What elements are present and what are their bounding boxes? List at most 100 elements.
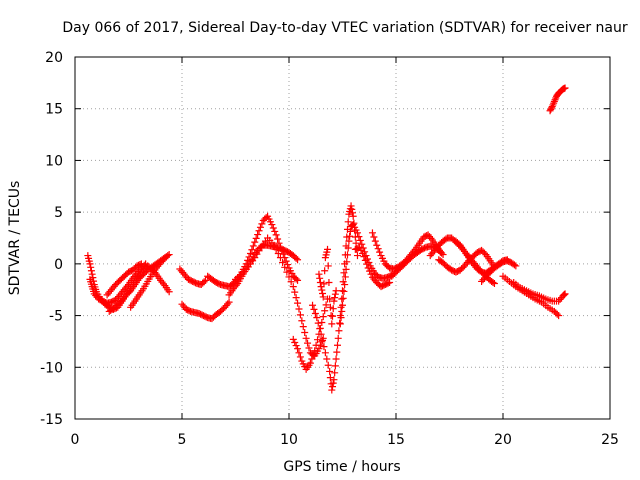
- data-point: [276, 254, 284, 262]
- data-point: [331, 290, 339, 298]
- data-point: [321, 349, 329, 357]
- series-sat-e: [127, 255, 169, 311]
- data-point: [560, 291, 568, 299]
- data-point: [316, 325, 324, 333]
- data-point: [348, 205, 356, 213]
- data-point: [292, 294, 300, 302]
- data-point: [551, 96, 559, 104]
- data-point: [87, 267, 95, 275]
- data-point: [320, 280, 328, 288]
- data-point: [344, 218, 352, 226]
- data-point: [335, 327, 343, 335]
- y-tick-label: 15: [45, 102, 63, 118]
- data-point: [353, 252, 361, 260]
- data-point: [346, 232, 354, 240]
- y-tick-label: 5: [54, 205, 63, 221]
- data-point: [370, 233, 378, 241]
- data-point: [332, 287, 340, 295]
- x-tick-label: 0: [71, 432, 80, 448]
- data-point: [363, 260, 371, 268]
- data-point: [270, 241, 278, 249]
- data-point: [252, 234, 260, 242]
- data-point: [330, 376, 338, 384]
- data-point: [560, 291, 568, 299]
- data-point: [553, 310, 561, 318]
- data-point: [330, 297, 338, 305]
- chart-title: Day 066 of 2017, Sidereal Day-to-day VTE…: [62, 20, 628, 36]
- data-point: [358, 250, 366, 258]
- x-axis-label: GPS time / hours: [283, 459, 400, 475]
- data-point: [289, 335, 297, 343]
- data-point: [489, 278, 497, 286]
- data-point: [295, 305, 303, 313]
- data-point: [294, 276, 302, 284]
- data-point: [373, 241, 381, 249]
- data-point: [332, 355, 340, 363]
- data-point: [339, 294, 347, 302]
- data-point: [314, 319, 322, 327]
- data-point: [304, 339, 312, 347]
- series-sat-j: [232, 234, 327, 360]
- data-point: [309, 301, 317, 309]
- data-point: [325, 278, 333, 286]
- data-point: [334, 334, 342, 342]
- data-point: [374, 245, 382, 253]
- y-axis-label: SDTVAR / TECUs: [7, 181, 23, 296]
- data-point: [315, 270, 323, 278]
- data-point: [287, 278, 295, 286]
- data-point: [272, 245, 280, 253]
- data-point: [319, 293, 327, 301]
- data-point: [291, 338, 299, 346]
- data-point: [251, 238, 259, 246]
- data-point: [256, 223, 264, 231]
- data-point: [361, 256, 369, 264]
- y-tick-label: -15: [40, 412, 63, 428]
- data-point: [376, 248, 384, 256]
- data-point: [274, 235, 282, 243]
- data-point: [292, 254, 300, 262]
- series-sat-o: [351, 243, 394, 291]
- data-point: [298, 317, 306, 325]
- data-point: [282, 257, 290, 265]
- series-sat-f: [176, 265, 210, 289]
- data-point: [291, 288, 299, 296]
- grid-lines: [75, 57, 610, 419]
- data-point: [121, 293, 129, 301]
- data-point: [333, 348, 341, 356]
- data-point: [364, 264, 372, 272]
- data-point: [490, 280, 498, 288]
- data-point: [324, 361, 332, 369]
- data-point: [136, 261, 144, 269]
- y-tick-label: -5: [49, 309, 63, 325]
- y-tick-label: 10: [45, 153, 63, 169]
- data-point: [165, 251, 173, 259]
- data-point: [368, 229, 376, 237]
- data-point: [88, 270, 96, 278]
- data-point: [561, 84, 569, 92]
- data-point: [312, 341, 320, 349]
- data-point: [318, 338, 326, 346]
- data-point: [317, 330, 325, 338]
- data-point: [355, 233, 363, 241]
- data-point: [371, 237, 379, 245]
- data-point: [161, 255, 169, 263]
- data-point: [386, 278, 394, 286]
- data-point: [548, 103, 556, 111]
- data-point: [319, 290, 327, 298]
- data-point: [357, 246, 365, 254]
- data-point: [352, 239, 360, 247]
- data-point: [338, 307, 346, 315]
- data-point: [321, 267, 329, 275]
- series-sat-c: [103, 260, 145, 299]
- data-point: [292, 275, 300, 283]
- data-point: [327, 312, 335, 320]
- data-point: [249, 242, 257, 250]
- data-point: [165, 288, 173, 296]
- data-point: [326, 367, 334, 375]
- data-point: [301, 328, 309, 336]
- data-point: [309, 351, 317, 359]
- data-point: [336, 320, 344, 328]
- data-point: [268, 221, 276, 229]
- data-point: [510, 261, 518, 269]
